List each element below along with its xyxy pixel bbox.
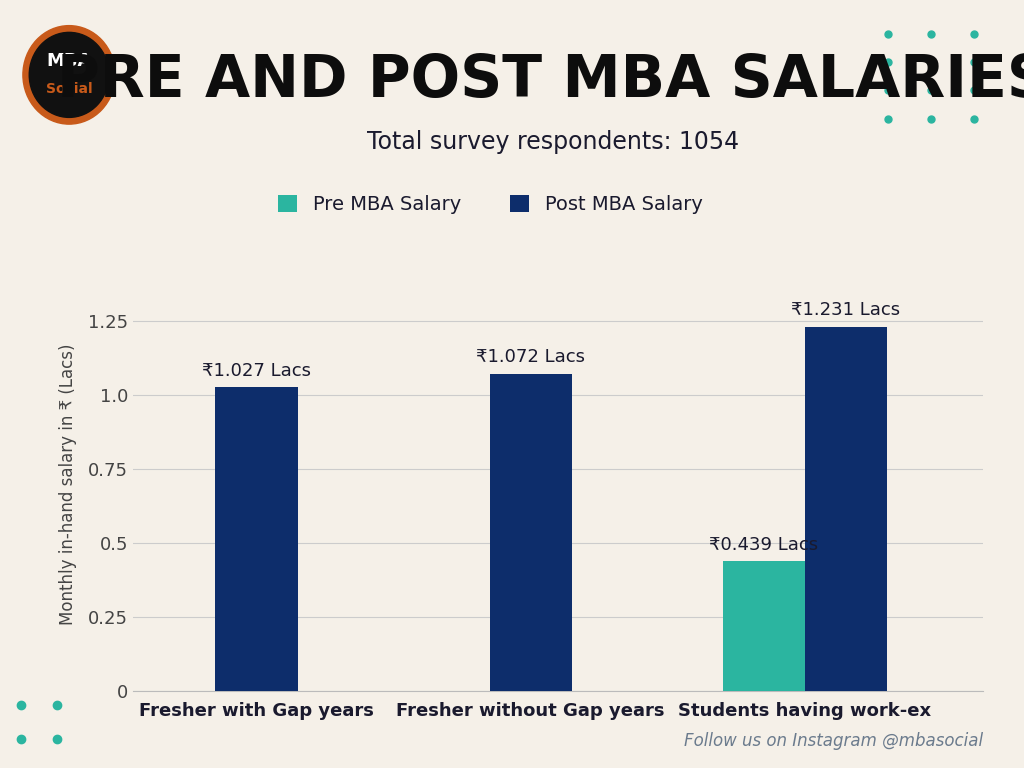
Ellipse shape	[30, 32, 109, 118]
Text: Follow us on Instagram @mbasocial: Follow us on Instagram @mbasocial	[684, 732, 983, 750]
Y-axis label: Monthly in-hand salary in ₹ (Lacs): Monthly in-hand salary in ₹ (Lacs)	[59, 343, 77, 624]
Text: PRE AND POST MBA SALARIES: PRE AND POST MBA SALARIES	[57, 52, 1024, 109]
Text: ₹1.072 Lacs: ₹1.072 Lacs	[476, 348, 585, 366]
Text: MBA: MBA	[46, 52, 92, 71]
Bar	[215, 387, 298, 691]
Bar	[489, 374, 571, 691]
Bar	[805, 326, 887, 691]
Legend: Pre MBA Salary, Post MBA Salary: Pre MBA Salary, Post MBA Salary	[278, 195, 702, 214]
Bar	[723, 561, 805, 691]
Text: ₹1.027 Lacs: ₹1.027 Lacs	[202, 362, 311, 379]
Text: ₹0.439 Lacs: ₹0.439 Lacs	[710, 536, 818, 554]
Ellipse shape	[23, 25, 116, 124]
Text: Social: Social	[46, 82, 92, 97]
Text: ₹1.231 Lacs: ₹1.231 Lacs	[792, 301, 900, 319]
Text: Total survey respondents: 1054: Total survey respondents: 1054	[367, 130, 739, 154]
